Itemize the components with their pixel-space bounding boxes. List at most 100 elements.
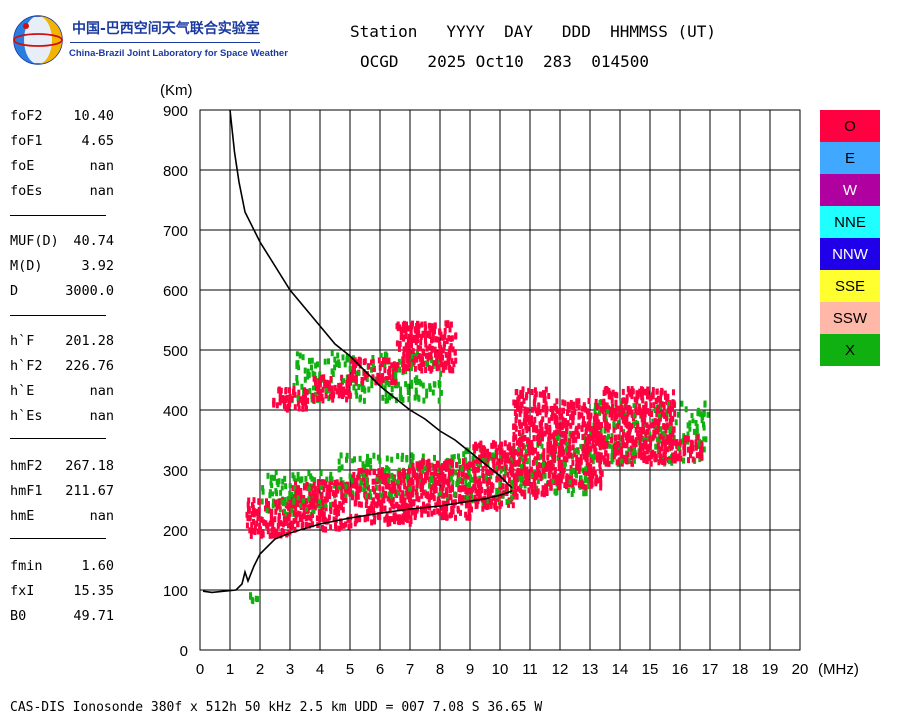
echo-point <box>302 495 306 501</box>
echo-point <box>598 467 602 474</box>
echo-point <box>348 473 352 480</box>
echo-point <box>548 441 551 448</box>
echo-point <box>558 409 562 416</box>
param-divider <box>10 438 106 439</box>
echo-point <box>584 478 588 484</box>
echo-point <box>278 532 281 539</box>
echo-point <box>280 528 284 534</box>
echo-point <box>383 367 387 374</box>
echo-point <box>408 463 412 470</box>
echo-point <box>605 422 609 429</box>
echo-point <box>668 427 672 433</box>
echo-point <box>694 420 698 426</box>
echo-point <box>436 500 440 507</box>
echo-point <box>379 352 383 358</box>
echo-point <box>274 499 278 506</box>
y-tick-label: 600 <box>163 283 188 300</box>
echo-point <box>442 361 446 368</box>
echo-point <box>384 380 388 386</box>
echo-point <box>396 325 400 332</box>
echo-point <box>351 494 354 501</box>
echo-point <box>342 386 345 393</box>
echo-point <box>452 454 456 460</box>
echo-point <box>636 423 640 429</box>
param-label: hmF1 <box>10 483 43 499</box>
echo-point <box>683 435 687 442</box>
echo-point <box>436 351 440 358</box>
echo-point <box>283 508 287 514</box>
echo-point <box>288 499 292 506</box>
echo-point <box>421 469 425 474</box>
echo-point <box>543 391 547 398</box>
echo-point <box>438 509 442 516</box>
echo-point <box>545 428 549 435</box>
echo-point <box>597 431 601 438</box>
echo-point <box>575 402 579 409</box>
echo-point <box>594 447 598 454</box>
echo-point <box>320 507 324 514</box>
echo-point <box>702 446 706 453</box>
echo-point <box>459 509 462 516</box>
echo-point <box>349 522 353 529</box>
echo-point <box>292 388 295 395</box>
echo-point <box>404 345 408 352</box>
echo-point <box>498 448 502 455</box>
echo-point <box>672 457 676 464</box>
echo-point <box>281 521 285 528</box>
echo-point <box>669 431 673 438</box>
echo-point <box>316 388 320 395</box>
echo-point <box>694 444 698 451</box>
echo-point <box>475 457 479 464</box>
echo-point <box>529 448 533 455</box>
legend-item: NNE <box>820 206 880 238</box>
echo-point <box>565 456 569 463</box>
echo-point <box>421 356 425 363</box>
echo-point <box>309 515 313 522</box>
echo-point <box>494 467 498 474</box>
echo-point <box>292 497 296 503</box>
echo-point <box>249 532 253 539</box>
echo-point <box>412 358 416 365</box>
x-tick-label: 19 <box>762 661 779 678</box>
echo-point <box>397 479 400 485</box>
echo-point <box>674 450 678 457</box>
echo-point <box>525 416 529 423</box>
echo-point <box>536 488 540 495</box>
echo-point <box>589 435 593 442</box>
echo-point <box>570 491 574 497</box>
echo-point <box>580 479 584 486</box>
echo-point <box>542 448 546 455</box>
echo-point <box>421 349 425 356</box>
echo-point <box>270 513 273 520</box>
echo-point <box>568 438 572 445</box>
echo-point <box>565 428 568 435</box>
echo-point <box>338 391 342 398</box>
echo-point <box>533 405 537 412</box>
echo-point <box>605 442 609 449</box>
echo-point <box>581 434 585 441</box>
x-tick-label: 10 <box>492 661 509 678</box>
echo-point <box>514 434 518 441</box>
echo-point <box>373 478 377 485</box>
echo-point <box>447 470 451 476</box>
echo-point <box>649 402 653 409</box>
echo-point <box>701 414 705 420</box>
echo-point <box>370 519 374 526</box>
echo-point <box>383 361 387 368</box>
echo-point <box>385 455 389 462</box>
echo-point <box>272 527 276 534</box>
echo-point <box>544 402 548 409</box>
echo-point <box>531 426 535 433</box>
echo-point <box>413 514 417 521</box>
echo-point <box>504 464 508 471</box>
echo-point <box>387 491 391 497</box>
echo-point <box>652 422 656 428</box>
echo-point <box>410 382 414 389</box>
echo-point <box>592 466 596 473</box>
param-label: M(D) <box>10 258 43 274</box>
echo-point <box>276 482 280 488</box>
y-tick-label: 300 <box>163 463 188 480</box>
echo-point <box>310 357 314 364</box>
echo-point <box>371 363 375 368</box>
echo-point <box>275 478 279 485</box>
